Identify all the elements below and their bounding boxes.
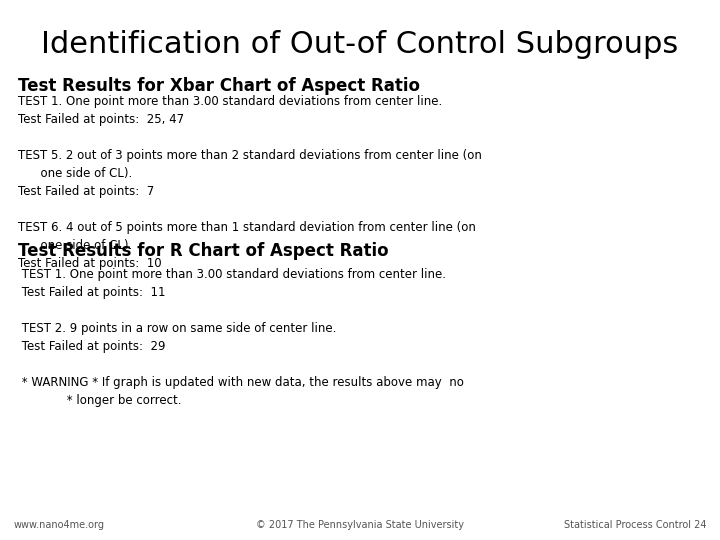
Text: Test Results for Xbar Chart of Aspect Ratio: Test Results for Xbar Chart of Aspect Ra… [18,77,420,95]
Text: TEST 1. One point more than 3.00 standard deviations from center line.
 Test Fai: TEST 1. One point more than 3.00 standar… [18,268,464,407]
Text: Identification of Out-of Control Subgroups: Identification of Out-of Control Subgrou… [41,30,679,59]
Text: Statistical Process Control 24: Statistical Process Control 24 [564,520,706,530]
Text: TEST 1. One point more than 3.00 standard deviations from center line.
Test Fail: TEST 1. One point more than 3.00 standar… [18,95,482,270]
Text: www.nano4me.org: www.nano4me.org [14,520,105,530]
Text: © 2017 The Pennsylvania State University: © 2017 The Pennsylvania State University [256,520,464,530]
Text: Test Results for R Chart of Aspect Ratio: Test Results for R Chart of Aspect Ratio [18,242,389,260]
